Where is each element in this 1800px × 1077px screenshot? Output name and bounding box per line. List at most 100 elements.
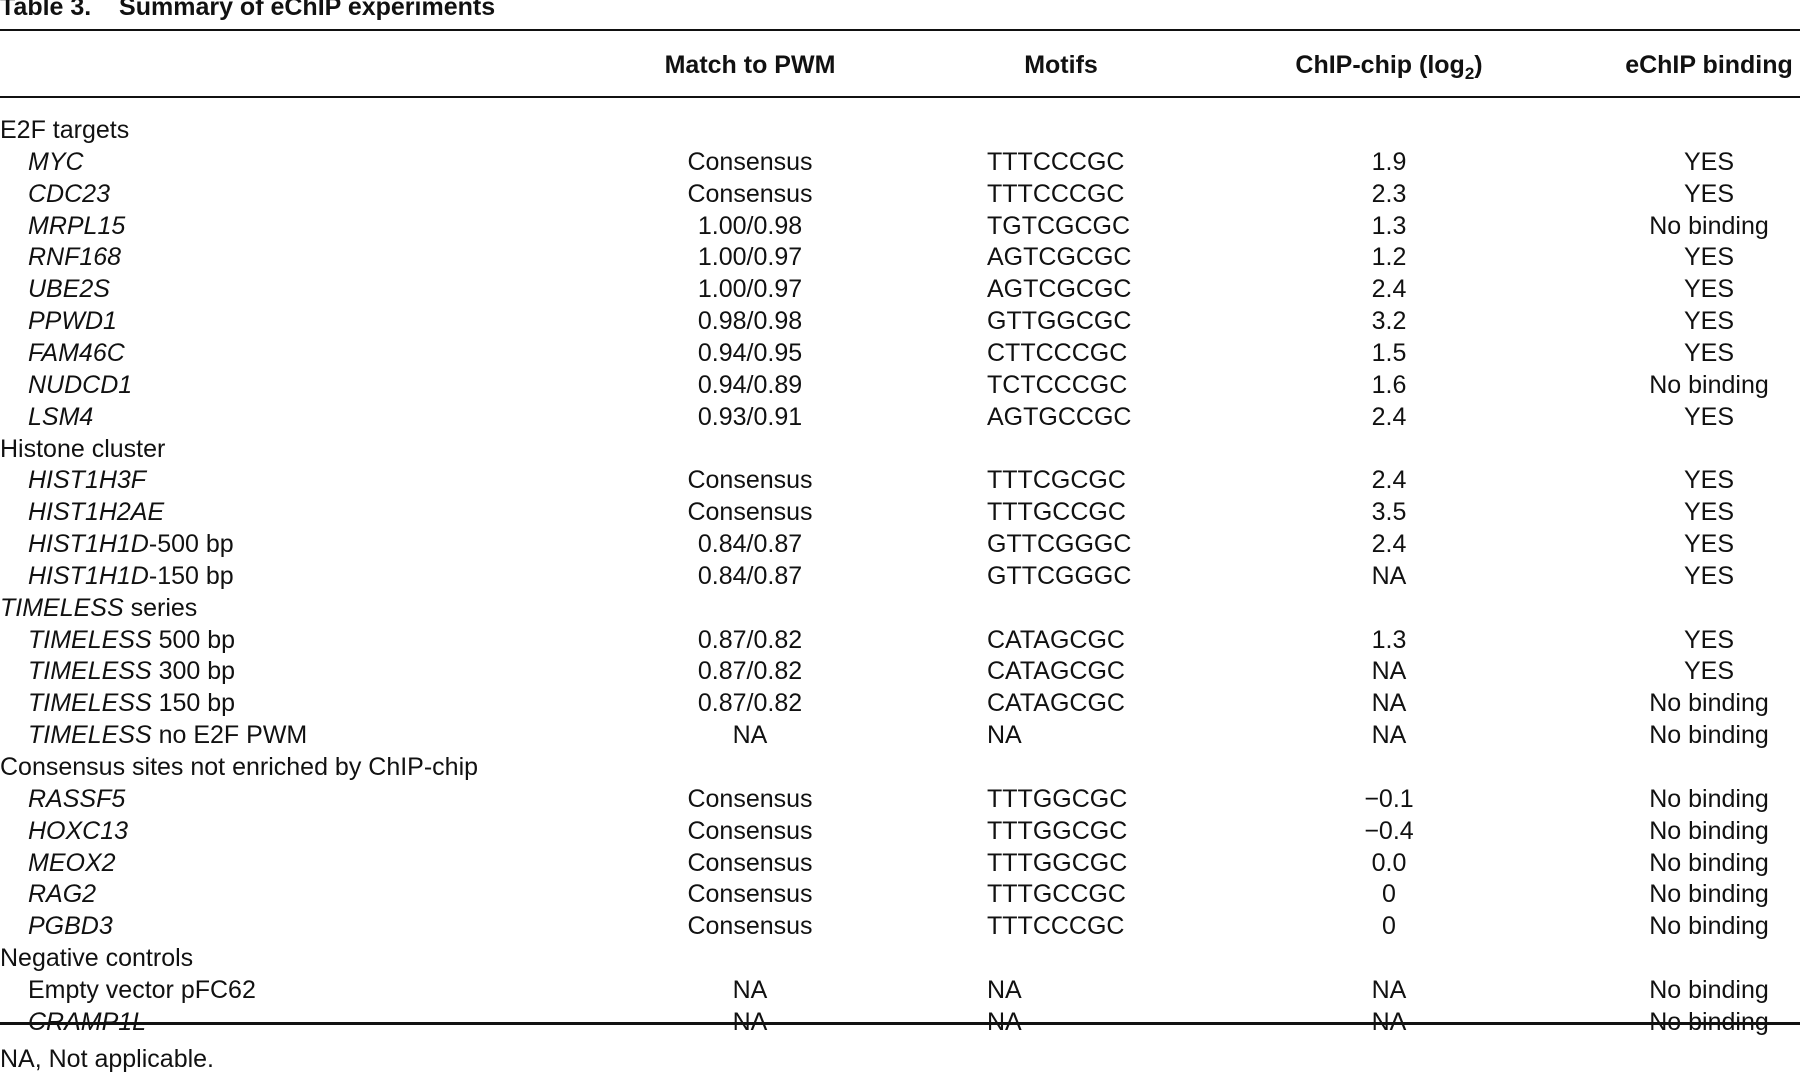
name-part: HOXC13 — [28, 816, 129, 845]
table-cell: CATAGCGC — [987, 657, 1125, 686]
name-part: HIST1H1D — [28, 530, 149, 559]
table-cell: No binding — [1649, 816, 1769, 845]
name-part: series — [123, 593, 198, 622]
table-cell: GTTCGGGC — [987, 561, 1132, 590]
table-cell: YES — [1683, 530, 1735, 559]
table-cell: 0.93/0.91 — [697, 402, 803, 431]
row-label: NUDCD1 — [28, 370, 132, 400]
name-part: HIST1H1D — [28, 561, 149, 590]
table-cell: NA — [987, 721, 1022, 750]
table-cell: 0 — [1382, 880, 1396, 909]
name-part: TIMELESS — [28, 721, 152, 750]
table-cell: 1.00/0.98 — [697, 211, 803, 240]
table-cell: GTTCGGGC — [987, 530, 1132, 559]
table-cell: 0.0 — [1371, 848, 1407, 877]
name-part: 500 bp — [151, 625, 236, 654]
table-cell: NA — [1371, 657, 1407, 686]
table-cell: Consensus — [687, 912, 813, 941]
table-cell: YES — [1683, 307, 1735, 336]
table-title: Table 3. Summary of eChIP experiments — [0, 0, 495, 22]
table-cell: 0.87/0.82 — [697, 657, 803, 686]
table-cell: YES — [1683, 561, 1735, 590]
name-part: CRAMP1L — [28, 1007, 147, 1036]
table-cell: YES — [1683, 657, 1735, 686]
table-cell: No binding — [1649, 880, 1769, 909]
name-part: TIMELESS — [28, 657, 152, 686]
table-cell: 1.00/0.97 — [697, 275, 803, 304]
table-cell: NA — [1371, 1007, 1407, 1036]
table-cell: NA — [1371, 689, 1407, 718]
table-cell: CTTCCCGC — [987, 338, 1128, 367]
table-cell: NA — [1371, 975, 1407, 1004]
table-cell: YES — [1683, 147, 1735, 176]
table-cell: Consensus — [687, 784, 813, 813]
table-cell: 2.4 — [1371, 530, 1407, 559]
table-cell: 1.3 — [1371, 211, 1407, 240]
row-label: HIST1H3F — [28, 465, 146, 495]
table-cell: No binding — [1649, 848, 1769, 877]
table-cell: Consensus — [687, 498, 813, 527]
table-cell: Consensus — [687, 179, 813, 208]
header-part: ChIP-chip (log — [1295, 51, 1465, 79]
table-caption: Summary of eChIP experiments — [119, 0, 496, 21]
table-cell: CATAGCGC — [987, 625, 1125, 654]
name-part: -500 bp — [148, 530, 234, 559]
table-cell: 2.4 — [1371, 402, 1407, 431]
row-label: MRPL15 — [28, 211, 125, 241]
row-label: TIMELESS 500 bp — [28, 625, 235, 655]
table-cell: NA — [732, 975, 768, 1004]
name-part: RASSF5 — [28, 784, 126, 813]
table-cell: AGTCGCGC — [987, 243, 1132, 272]
table-cell: TTTGCCGC — [987, 880, 1126, 909]
name-part: E2F targets — [0, 116, 130, 144]
name-part: RAG2 — [28, 880, 97, 909]
name-part: TIMELESS — [28, 625, 152, 654]
name-part: 300 bp — [151, 657, 236, 686]
group-label: Consensus sites not enriched by ChIP-chi… — [0, 752, 478, 782]
name-part: Empty vector pFC62 — [28, 975, 256, 1004]
table-cell: NA — [987, 975, 1022, 1004]
row-label: TIMELESS 300 bp — [28, 656, 235, 686]
table-cell: Consensus — [687, 147, 813, 176]
column-header: Match to PWM — [664, 51, 836, 79]
row-label: UBE2S — [28, 274, 110, 304]
table-cell: YES — [1683, 402, 1735, 431]
table-cell: TTTCCCGC — [987, 912, 1125, 941]
table-cell: 2.4 — [1371, 466, 1407, 495]
name-part: UBE2S — [28, 275, 110, 304]
name-part: NUDCD1 — [28, 370, 133, 399]
table-cell: TTTCCCGC — [987, 147, 1125, 176]
name-part: LSM4 — [28, 402, 94, 431]
row-label: TIMELESS 150 bp — [28, 688, 235, 718]
row-label: Empty vector pFC62 — [28, 975, 256, 1005]
row-label: PPWD1 — [28, 306, 117, 336]
group-label: TIMELESS series — [0, 593, 197, 623]
bottom-rule — [0, 1022, 1800, 1025]
table-cell: YES — [1683, 179, 1735, 208]
table-cell: AGTGCCGC — [987, 402, 1132, 431]
table-cell: 1.5 — [1371, 338, 1407, 367]
table-cell: TTTCGCGC — [987, 466, 1126, 495]
table-cell: 3.2 — [1371, 307, 1407, 336]
table-cell: 1.2 — [1371, 243, 1407, 272]
table-cell: YES — [1683, 625, 1735, 654]
row-label: TIMELESS no E2F PWM — [28, 720, 307, 750]
name-part: HIST1H3F — [28, 466, 147, 495]
table-cell: 0.87/0.82 — [697, 689, 803, 718]
name-part: Histone cluster — [0, 434, 166, 463]
table-cell: No binding — [1649, 912, 1769, 941]
group-label: Histone cluster — [0, 434, 165, 464]
table-cell: 0.94/0.95 — [697, 338, 803, 367]
name-part: PGBD3 — [28, 912, 113, 941]
row-label: RASSF5 — [28, 784, 125, 814]
table-cell: TTTGGCGC — [987, 784, 1128, 813]
name-part: HIST1H2AE — [28, 498, 165, 527]
table-cell: No binding — [1649, 689, 1769, 718]
table-cell: 0.98/0.98 — [697, 307, 803, 336]
table-cell: −0.4 — [1364, 816, 1414, 845]
row-label: CRAMP1L — [28, 1007, 146, 1037]
name-part: no E2F PWM — [151, 721, 308, 750]
row-label: HIST1H1D-500 bp — [28, 529, 234, 559]
table-cell: YES — [1683, 243, 1735, 272]
table-cell: NA — [732, 721, 768, 750]
